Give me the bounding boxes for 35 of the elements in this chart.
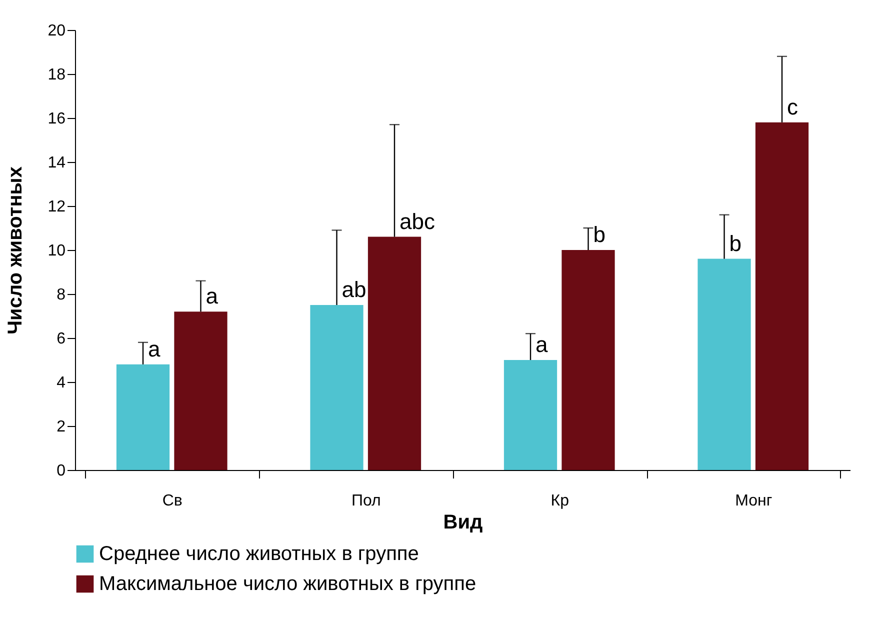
x-tick-label: Св xyxy=(162,492,182,510)
y-tick-label: 0 xyxy=(56,462,66,480)
y-tick-label: 2 xyxy=(56,418,66,436)
y-tick-label: 14 xyxy=(48,154,66,172)
y-tick-label: 4 xyxy=(56,374,66,392)
bar xyxy=(504,360,558,470)
x-tick-label: Кр xyxy=(550,492,570,510)
data-label: c xyxy=(786,94,798,120)
bar xyxy=(562,250,615,470)
bar xyxy=(755,122,809,470)
y-tick-label: 20 xyxy=(48,22,66,40)
bar xyxy=(174,312,228,470)
data-label: a xyxy=(148,336,162,362)
x-tick-label: Монг xyxy=(735,492,772,510)
legend-label: Максимальное число животных в группе xyxy=(99,573,476,595)
data-label: abc xyxy=(399,208,435,234)
y-tick-label: 8 xyxy=(56,286,66,304)
y-tick-label: 16 xyxy=(48,110,66,128)
x-axis-title: Вид xyxy=(443,512,484,534)
legend-label: Среднее число животных в группе xyxy=(99,543,419,565)
bar xyxy=(116,364,170,470)
y-tick-label: 6 xyxy=(56,330,66,348)
y-tick-label: 18 xyxy=(48,66,66,84)
data-label: ab xyxy=(342,277,366,302)
bar xyxy=(310,305,364,470)
data-label: a xyxy=(206,284,219,309)
y-axis-title: Число животных xyxy=(4,166,27,334)
y-tick-label: 12 xyxy=(48,198,66,216)
data-label: b xyxy=(729,230,742,256)
data-label: b xyxy=(593,222,606,247)
bar xyxy=(368,236,422,470)
y-tick-label: 10 xyxy=(48,242,66,260)
data-label: a xyxy=(536,332,549,357)
bar xyxy=(698,258,751,470)
x-tick-label: Пол xyxy=(351,492,381,510)
